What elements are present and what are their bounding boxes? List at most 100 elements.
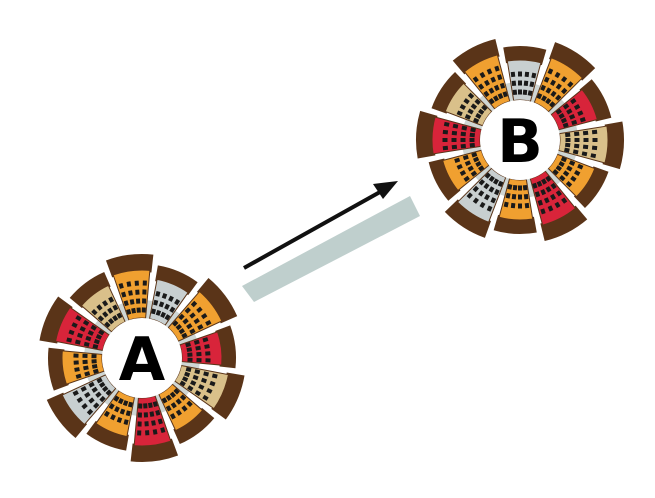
window (75, 373, 82, 379)
window (550, 90, 557, 98)
town-b-building-ring (415, 38, 624, 242)
window (99, 395, 106, 403)
window (96, 377, 103, 384)
window (103, 410, 110, 418)
window (203, 371, 210, 377)
window (512, 185, 518, 191)
window (562, 122, 569, 128)
window (91, 363, 98, 369)
town-a-center (102, 318, 182, 398)
window (497, 180, 504, 187)
window (118, 282, 124, 289)
window (149, 411, 155, 417)
window (87, 330, 94, 336)
window (499, 82, 506, 89)
window (147, 402, 153, 409)
window (582, 144, 589, 150)
window (105, 389, 112, 396)
window (488, 98, 495, 105)
window (490, 197, 497, 204)
window (83, 365, 89, 371)
window (572, 149, 579, 155)
window (456, 110, 463, 117)
window (502, 91, 508, 98)
window (451, 130, 458, 136)
window (82, 353, 88, 358)
window (92, 343, 99, 350)
window (442, 138, 448, 142)
window (462, 154, 469, 161)
window (467, 108, 474, 115)
window (566, 165, 573, 172)
window (543, 76, 550, 83)
direction-arrow (243, 181, 398, 270)
building-roof (444, 199, 491, 238)
window (96, 304, 103, 311)
window (161, 292, 168, 300)
window (561, 87, 568, 95)
window (555, 165, 562, 172)
window (187, 352, 193, 357)
window (196, 351, 202, 357)
window (112, 304, 119, 311)
window (135, 289, 140, 295)
window (463, 175, 470, 182)
building-roof (173, 407, 215, 445)
window (518, 194, 522, 200)
window (125, 410, 131, 417)
window (460, 131, 466, 137)
window (471, 152, 478, 158)
window (555, 94, 562, 101)
window (211, 373, 218, 379)
window (565, 181, 573, 188)
window (472, 197, 479, 204)
window (189, 328, 196, 335)
road (242, 196, 420, 302)
window (86, 408, 94, 416)
window (524, 202, 530, 209)
window (581, 151, 588, 157)
window (202, 394, 209, 401)
window (75, 315, 82, 322)
window (161, 397, 168, 404)
window (554, 201, 561, 209)
window (566, 108, 573, 115)
window (472, 185, 479, 193)
window (88, 381, 95, 388)
window (113, 395, 120, 402)
window (194, 369, 201, 375)
window (483, 182, 490, 190)
window (200, 377, 208, 384)
window (137, 430, 142, 436)
window (168, 295, 174, 302)
window (532, 182, 538, 189)
window (160, 427, 166, 434)
window (119, 408, 126, 415)
window (483, 90, 490, 98)
window (469, 142, 475, 148)
window (469, 138, 475, 142)
window (66, 337, 73, 343)
window (536, 180, 543, 187)
window (194, 390, 202, 397)
window (204, 344, 210, 349)
window (172, 320, 179, 327)
window (205, 358, 211, 363)
window (479, 71, 486, 79)
building-roof (431, 72, 467, 114)
window (518, 203, 522, 209)
window (573, 104, 581, 110)
window (164, 303, 170, 310)
building-roof (452, 38, 500, 75)
window (138, 403, 143, 409)
window (577, 163, 584, 170)
window (590, 153, 597, 159)
window (518, 71, 522, 77)
window (178, 328, 185, 335)
window (201, 313, 208, 320)
window (175, 409, 182, 416)
window (550, 193, 556, 201)
window (101, 385, 109, 393)
window (178, 313, 185, 321)
